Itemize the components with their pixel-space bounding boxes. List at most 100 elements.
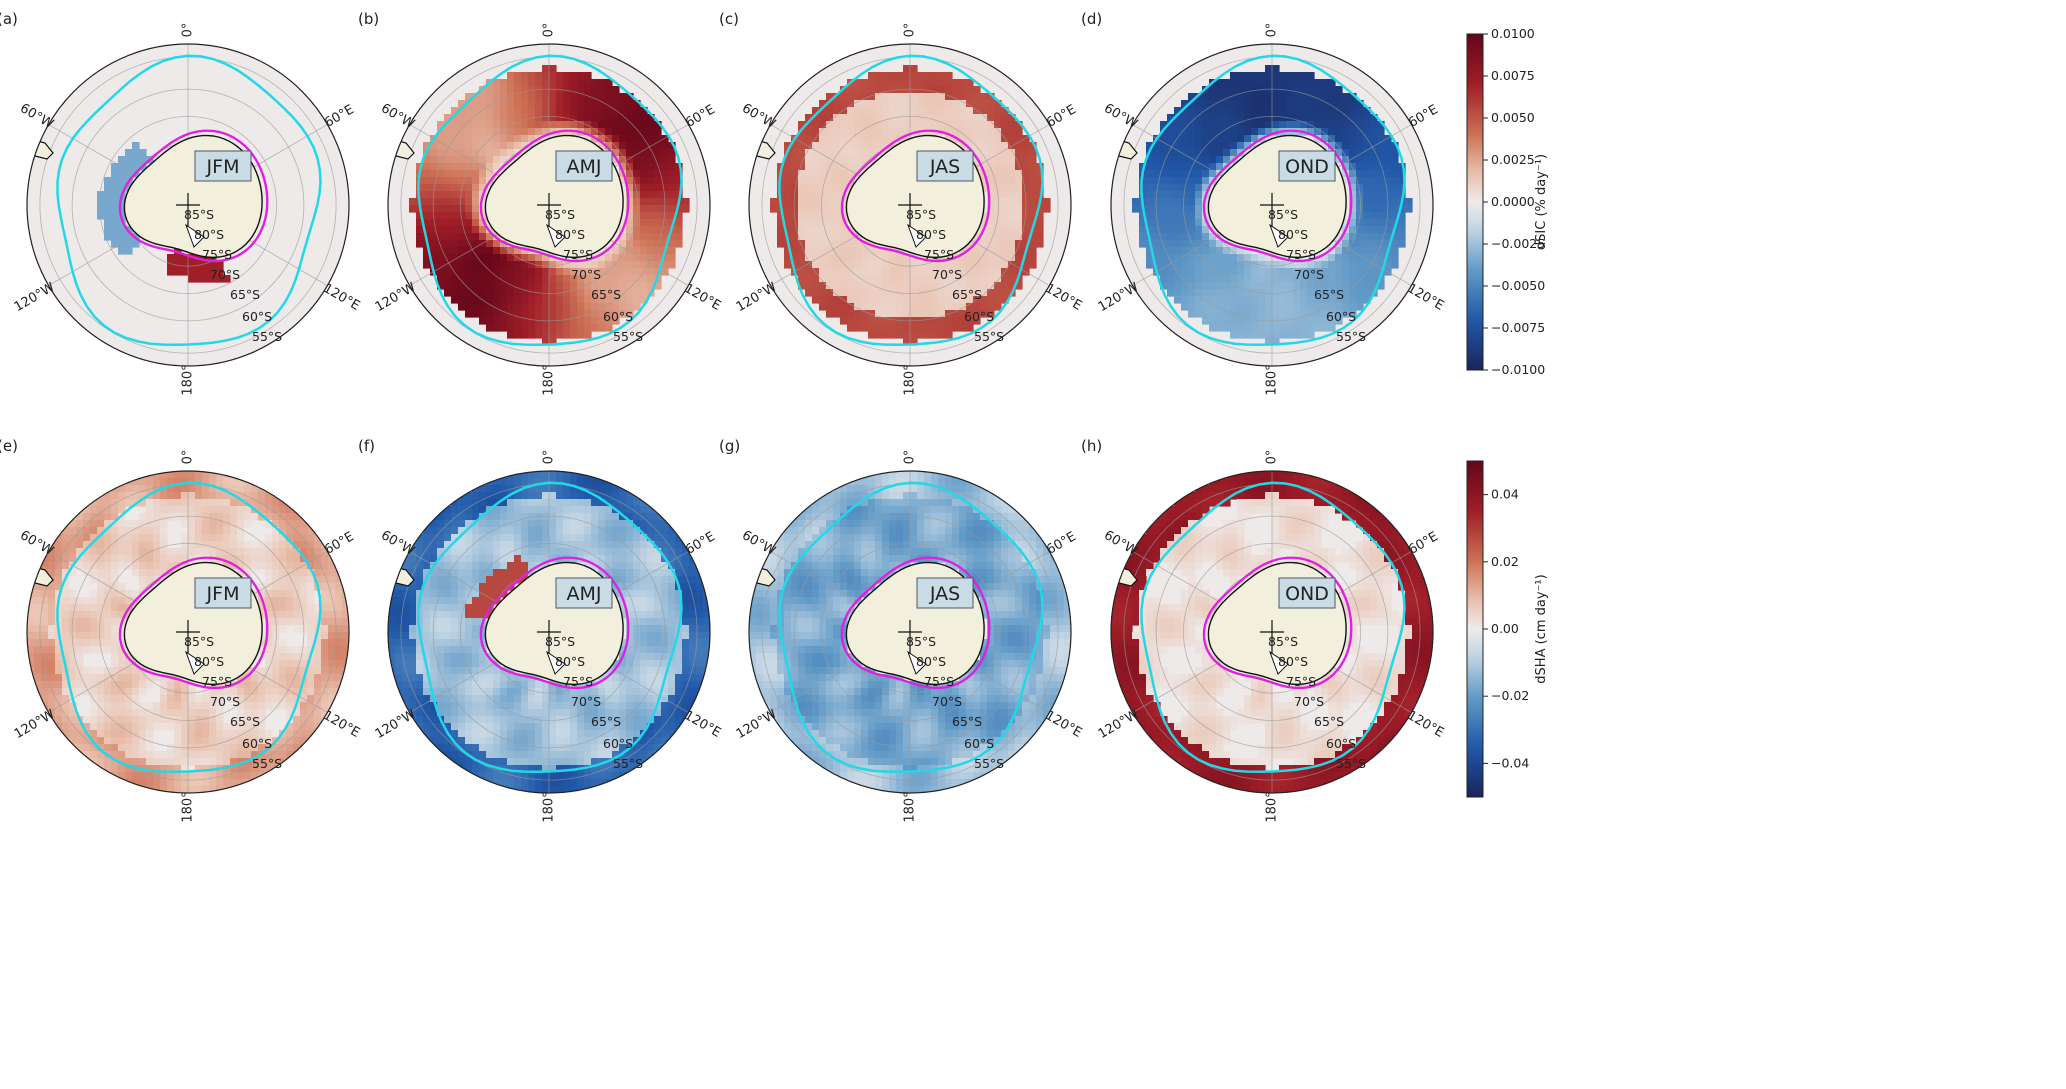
heat-cell: [335, 660, 343, 668]
heat-cell: [903, 331, 911, 339]
heat-cell: [1356, 219, 1364, 227]
heat-cell: [493, 275, 501, 283]
heat-cell: [654, 184, 662, 192]
heat-cell: [784, 261, 792, 269]
heat-cell: [1377, 226, 1385, 234]
heat-cell: [104, 597, 112, 605]
heat-cell: [868, 128, 876, 136]
heat-cell: [521, 331, 529, 339]
heat-cell: [181, 688, 189, 696]
heat-cell: [118, 646, 126, 654]
heat-cell: [812, 170, 820, 178]
heat-cell: [202, 513, 210, 521]
heat-cell: [647, 562, 655, 570]
heat-cell: [952, 324, 960, 332]
heat-cell: [118, 555, 126, 563]
heat-cell: [875, 114, 883, 122]
heat-cell: [472, 198, 480, 206]
heat-cell: [805, 114, 813, 122]
heat-cell: [1349, 275, 1357, 283]
heat-cell: [549, 471, 557, 479]
heat-cell: [910, 282, 918, 290]
heat-cell: [861, 79, 869, 87]
heat-cell: [521, 261, 529, 269]
heat-cell: [202, 779, 210, 787]
heat-cell: [668, 534, 676, 542]
heat-cell: [819, 303, 827, 311]
heat-cell: [598, 107, 606, 115]
heat-cell: [258, 730, 266, 738]
heat-cell: [966, 289, 974, 297]
heat-cell: [661, 156, 669, 164]
heat-cell: [153, 506, 161, 514]
heat-cell: [640, 240, 648, 248]
heat-cell: [889, 107, 897, 115]
heat-cell: [451, 170, 459, 178]
heat-cell: [139, 744, 147, 752]
heat-cell: [1146, 170, 1154, 178]
heat-cell: [62, 597, 70, 605]
heat-cell: [118, 226, 126, 234]
heat-cell: [619, 135, 627, 143]
heat-cell: [83, 548, 91, 556]
heat-cell: [1029, 254, 1037, 262]
heat-cell: [97, 499, 105, 507]
heat-cell: [875, 72, 883, 80]
heat-cell: [987, 135, 995, 143]
heat-cell: [640, 107, 648, 115]
heat-cell: [549, 541, 557, 549]
heat-cell: [97, 562, 105, 570]
heat-cell: [952, 128, 960, 136]
heat-cell: [633, 135, 641, 143]
heat-cell: [104, 562, 112, 570]
heat-cell: [286, 688, 294, 696]
heat-cell: [910, 65, 918, 73]
heat-cell: [1015, 128, 1023, 136]
heat-cell: [633, 534, 641, 542]
heat-cell: [272, 520, 280, 528]
heat-cell: [1029, 198, 1037, 206]
heat-cell: [472, 289, 480, 297]
polar-map-panel: OND85°S80°S75°S70°S65°S60°S55°S0°60°E120…: [1081, 10, 1446, 396]
heat-cell: [840, 303, 848, 311]
heat-cell: [868, 149, 876, 157]
heat-cell: [1167, 135, 1175, 143]
heat-cell: [472, 247, 480, 255]
heat-cell: [139, 667, 147, 675]
heat-cell: [209, 268, 217, 276]
heat-cell: [181, 268, 189, 276]
heat-cell: [237, 520, 245, 528]
heat-cell: [216, 261, 224, 269]
heat-cell: [1300, 79, 1308, 87]
heat-cell: [521, 79, 529, 87]
heat-cell: [1370, 184, 1378, 192]
heat-cell: [321, 639, 329, 647]
heat-cell: [307, 625, 315, 633]
heat-cell: [479, 177, 487, 185]
heat-cell: [132, 681, 140, 689]
heat-cell: [416, 541, 424, 549]
heat-cell: [293, 660, 301, 668]
heat-cell: [111, 660, 119, 668]
heat-cell: [584, 79, 592, 87]
heat-cell: [97, 534, 105, 542]
heat-cell: [1342, 275, 1350, 283]
heat-cell: [181, 548, 189, 556]
heat-cell: [973, 93, 981, 101]
heat-cell: [577, 86, 585, 94]
heat-cell: [437, 219, 445, 227]
heat-cell: [1008, 128, 1016, 136]
heat-cell: [577, 471, 585, 479]
heat-cell: [563, 310, 571, 318]
heat-cell: [507, 128, 515, 136]
heat-cell: [458, 121, 466, 129]
heat-cell: [146, 716, 154, 724]
heat-cell: [153, 527, 161, 535]
heat-cell: [486, 583, 494, 591]
heat-cell: [230, 730, 238, 738]
heat-cell: [146, 758, 154, 766]
heat-cell: [633, 261, 641, 269]
heat-cell: [861, 149, 869, 157]
heat-cell: [493, 317, 501, 325]
heat-cell: [647, 128, 655, 136]
